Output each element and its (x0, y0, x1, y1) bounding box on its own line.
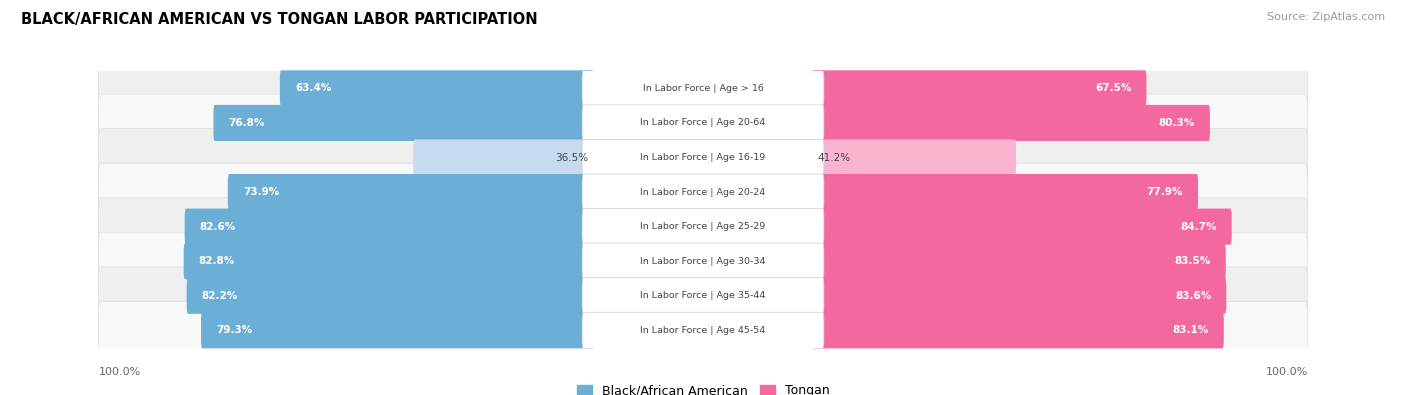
FancyBboxPatch shape (98, 232, 1308, 290)
Text: In Labor Force | Age > 16: In Labor Force | Age > 16 (643, 84, 763, 93)
Text: 82.8%: 82.8% (198, 256, 235, 266)
FancyBboxPatch shape (413, 139, 595, 175)
Text: 80.3%: 80.3% (1159, 118, 1195, 128)
Text: 100.0%: 100.0% (98, 367, 141, 376)
FancyBboxPatch shape (811, 174, 1198, 210)
FancyBboxPatch shape (811, 312, 1223, 348)
FancyBboxPatch shape (582, 70, 824, 106)
Text: In Labor Force | Age 25-29: In Labor Force | Age 25-29 (640, 222, 766, 231)
Text: 79.3%: 79.3% (217, 325, 253, 335)
Text: 41.2%: 41.2% (818, 152, 851, 162)
FancyBboxPatch shape (811, 243, 1226, 279)
FancyBboxPatch shape (811, 139, 1017, 175)
FancyBboxPatch shape (582, 209, 824, 245)
FancyBboxPatch shape (184, 243, 595, 279)
FancyBboxPatch shape (811, 209, 1232, 245)
Text: 63.4%: 63.4% (295, 83, 332, 93)
FancyBboxPatch shape (811, 70, 1146, 106)
Text: 67.5%: 67.5% (1095, 83, 1132, 93)
FancyBboxPatch shape (98, 267, 1308, 325)
FancyBboxPatch shape (98, 301, 1308, 359)
FancyBboxPatch shape (280, 70, 595, 106)
FancyBboxPatch shape (582, 243, 824, 279)
Text: In Labor Force | Age 45-54: In Labor Force | Age 45-54 (640, 326, 766, 335)
Text: 77.9%: 77.9% (1146, 187, 1182, 197)
Text: 84.7%: 84.7% (1180, 222, 1216, 231)
FancyBboxPatch shape (582, 278, 824, 314)
Text: 82.2%: 82.2% (202, 291, 238, 301)
FancyBboxPatch shape (98, 129, 1308, 186)
FancyBboxPatch shape (201, 312, 595, 348)
Text: 100.0%: 100.0% (1265, 367, 1308, 376)
Text: 82.6%: 82.6% (200, 222, 236, 231)
FancyBboxPatch shape (582, 312, 824, 348)
FancyBboxPatch shape (98, 94, 1308, 152)
Legend: Black/African American, Tongan: Black/African American, Tongan (571, 379, 835, 395)
Text: In Labor Force | Age 30-34: In Labor Force | Age 30-34 (640, 257, 766, 266)
FancyBboxPatch shape (98, 198, 1308, 256)
Text: 83.6%: 83.6% (1175, 291, 1211, 301)
FancyBboxPatch shape (187, 278, 595, 314)
Text: 36.5%: 36.5% (555, 152, 588, 162)
Text: Source: ZipAtlas.com: Source: ZipAtlas.com (1267, 12, 1385, 22)
Text: 73.9%: 73.9% (243, 187, 280, 197)
FancyBboxPatch shape (98, 60, 1308, 117)
Text: In Labor Force | Age 20-24: In Labor Force | Age 20-24 (640, 188, 766, 197)
Text: 83.5%: 83.5% (1174, 256, 1211, 266)
FancyBboxPatch shape (214, 105, 595, 141)
FancyBboxPatch shape (184, 209, 595, 245)
Text: 76.8%: 76.8% (229, 118, 264, 128)
FancyBboxPatch shape (98, 163, 1308, 221)
FancyBboxPatch shape (811, 278, 1226, 314)
FancyBboxPatch shape (228, 174, 595, 210)
Text: BLACK/AFRICAN AMERICAN VS TONGAN LABOR PARTICIPATION: BLACK/AFRICAN AMERICAN VS TONGAN LABOR P… (21, 12, 537, 27)
FancyBboxPatch shape (811, 105, 1211, 141)
FancyBboxPatch shape (582, 105, 824, 141)
Text: 83.1%: 83.1% (1173, 325, 1209, 335)
Text: In Labor Force | Age 16-19: In Labor Force | Age 16-19 (640, 153, 766, 162)
Text: In Labor Force | Age 35-44: In Labor Force | Age 35-44 (640, 291, 766, 300)
Text: In Labor Force | Age 20-64: In Labor Force | Age 20-64 (640, 118, 766, 128)
FancyBboxPatch shape (582, 174, 824, 210)
FancyBboxPatch shape (582, 139, 824, 175)
